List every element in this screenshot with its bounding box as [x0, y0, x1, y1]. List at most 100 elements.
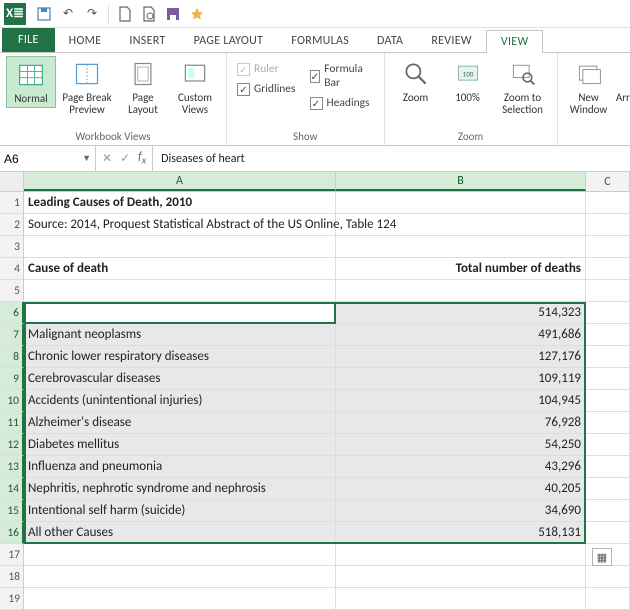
tab-review[interactable]: REVIEW	[417, 30, 486, 52]
gridlines-checkbox[interactable]: ✓Gridlines	[237, 82, 296, 96]
redo-button[interactable]: ↷	[80, 2, 104, 26]
cell-a8[interactable]: Chronic lower respiratory diseases	[24, 346, 336, 368]
row-header-5[interactable]: 5	[0, 280, 24, 302]
row-header-10[interactable]: 10	[0, 390, 24, 412]
col-header-c[interactable]: C	[586, 172, 630, 191]
headings-checkbox[interactable]: ✓Headings	[310, 96, 370, 110]
cell-b8[interactable]: 127,176	[336, 346, 586, 368]
row-header-13[interactable]: 13	[0, 456, 24, 478]
cell-a17[interactable]	[24, 544, 336, 566]
row-header-18[interactable]: 18	[0, 566, 24, 588]
tab-formulas[interactable]: FORMULAS	[277, 30, 363, 52]
new-window-button[interactable]: New Window	[564, 56, 614, 117]
cell-b1[interactable]	[336, 192, 586, 214]
fx-icon[interactable]: fx	[138, 150, 146, 166]
preview-icon[interactable]	[137, 2, 161, 26]
cell-c4[interactable]	[586, 258, 630, 280]
cell-a1[interactable]: Leading Causes of Death, 2010	[24, 192, 336, 214]
cell-c11[interactable]	[586, 412, 630, 434]
cell-c1[interactable]	[586, 192, 630, 214]
save-purple-icon[interactable]	[161, 2, 185, 26]
tab-page-layout[interactable]: PAGE LAYOUT	[180, 30, 278, 52]
cell-c14[interactable]	[586, 478, 630, 500]
row-header-7[interactable]: 7	[0, 324, 24, 346]
cell-c18[interactable]	[586, 566, 630, 588]
row-header-2[interactable]: 2	[0, 214, 24, 236]
cell-c16[interactable]	[586, 522, 630, 544]
cell-a19[interactable]	[24, 588, 336, 610]
cell-b14[interactable]: 40,205	[336, 478, 586, 500]
tab-insert[interactable]: INSERT	[115, 30, 179, 52]
cell-a4[interactable]: Cause of death	[24, 258, 336, 280]
cell-a2[interactable]: Source: 2014, Proquest Statistical Abstr…	[24, 214, 336, 236]
row-header-11[interactable]: 11	[0, 412, 24, 434]
name-box[interactable]: ▼	[0, 146, 96, 171]
cell-b7[interactable]: 491,686	[336, 324, 586, 346]
cell-a9[interactable]: Cerebrovascular diseases	[24, 368, 336, 390]
cell-b10[interactable]: 104,945	[336, 390, 586, 412]
cell-c15[interactable]	[586, 500, 630, 522]
row-header-3[interactable]: 3	[0, 236, 24, 258]
cell-c10[interactable]	[586, 390, 630, 412]
row-header-4[interactable]: 4	[0, 258, 24, 280]
row-header-12[interactable]: 12	[0, 434, 24, 456]
arrange-all-button[interactable]: Arrange All	[616, 56, 630, 106]
cell-b4[interactable]: Total number of deaths	[336, 258, 586, 280]
undo-button[interactable]: ↶	[56, 2, 80, 26]
cell-a3[interactable]	[24, 236, 336, 258]
cell-c3[interactable]	[586, 236, 630, 258]
cell-a11[interactable]: Alzheimer's disease	[24, 412, 336, 434]
cell-c5[interactable]	[586, 280, 630, 302]
cell-b11[interactable]: 76,928	[336, 412, 586, 434]
cell-a16[interactable]: All other Causes	[24, 522, 336, 544]
cell-c19[interactable]	[586, 588, 630, 610]
zoom-100-button[interactable]: 100 100%	[443, 56, 493, 106]
cell-b13[interactable]: 43,296	[336, 456, 586, 478]
normal-view-button[interactable]: Normal	[6, 56, 56, 108]
row-header-15[interactable]: 15	[0, 500, 24, 522]
star-icon[interactable]	[185, 2, 209, 26]
cell-a12[interactable]: Diabetes mellitus	[24, 434, 336, 456]
row-header-8[interactable]: 8	[0, 346, 24, 368]
row-header-1[interactable]: 1	[0, 192, 24, 214]
row-header-6[interactable]: 6	[0, 302, 24, 324]
formula-bar-checkbox[interactable]: ✓Formula Bar	[310, 62, 370, 90]
cell-c13[interactable]	[586, 456, 630, 478]
zoom-button[interactable]: Zoom	[391, 56, 441, 106]
cell-c7[interactable]	[586, 324, 630, 346]
cell-b18[interactable]	[336, 566, 586, 588]
select-all-corner[interactable]	[0, 172, 24, 191]
cell-b17[interactable]	[336, 544, 586, 566]
custom-views-button[interactable]: Custom Views	[170, 56, 220, 117]
page-break-button[interactable]: Page Break Preview	[58, 56, 116, 117]
cell-c12[interactable]	[586, 434, 630, 456]
cell-b15[interactable]: 34,690	[336, 500, 586, 522]
cell-a5[interactable]	[24, 280, 336, 302]
cell-b19[interactable]	[336, 588, 586, 610]
cell-a10[interactable]: Accidents (unintentional injuries)	[24, 390, 336, 412]
cell-b5[interactable]	[336, 280, 586, 302]
cell-b3[interactable]	[336, 236, 586, 258]
formula-input[interactable]: Diseases of heart	[153, 146, 630, 171]
name-box-dropdown-icon[interactable]: ▼	[82, 153, 91, 164]
cell-a15[interactable]: Intentional self harm (suicide)	[24, 500, 336, 522]
cell-c2[interactable]	[586, 214, 630, 236]
cell-a18[interactable]	[24, 566, 336, 588]
row-header-9[interactable]: 9	[0, 368, 24, 390]
save-icon[interactable]	[32, 2, 56, 26]
cell-b12[interactable]: 54,250	[336, 434, 586, 456]
quick-analysis-icon[interactable]: ▦	[592, 548, 612, 566]
cell-a7[interactable]: Malignant neoplasms	[24, 324, 336, 346]
cell-c6[interactable]	[586, 302, 630, 324]
col-header-b[interactable]: B	[336, 172, 586, 191]
page-layout-button[interactable]: Page Layout	[118, 56, 168, 117]
cell-c9[interactable]	[586, 368, 630, 390]
cell-b16[interactable]: 518,131	[336, 522, 586, 544]
zoom-selection-button[interactable]: Zoom to Selection	[495, 56, 551, 117]
name-box-input[interactable]	[4, 152, 74, 166]
new-file-icon[interactable]	[113, 2, 137, 26]
row-header-19[interactable]: 19	[0, 588, 24, 610]
cell-a14[interactable]: Nephritis, nephrotic syndrome and nephro…	[24, 478, 336, 500]
cell-b9[interactable]: 109,119	[336, 368, 586, 390]
tab-view[interactable]: VIEW	[486, 30, 544, 53]
